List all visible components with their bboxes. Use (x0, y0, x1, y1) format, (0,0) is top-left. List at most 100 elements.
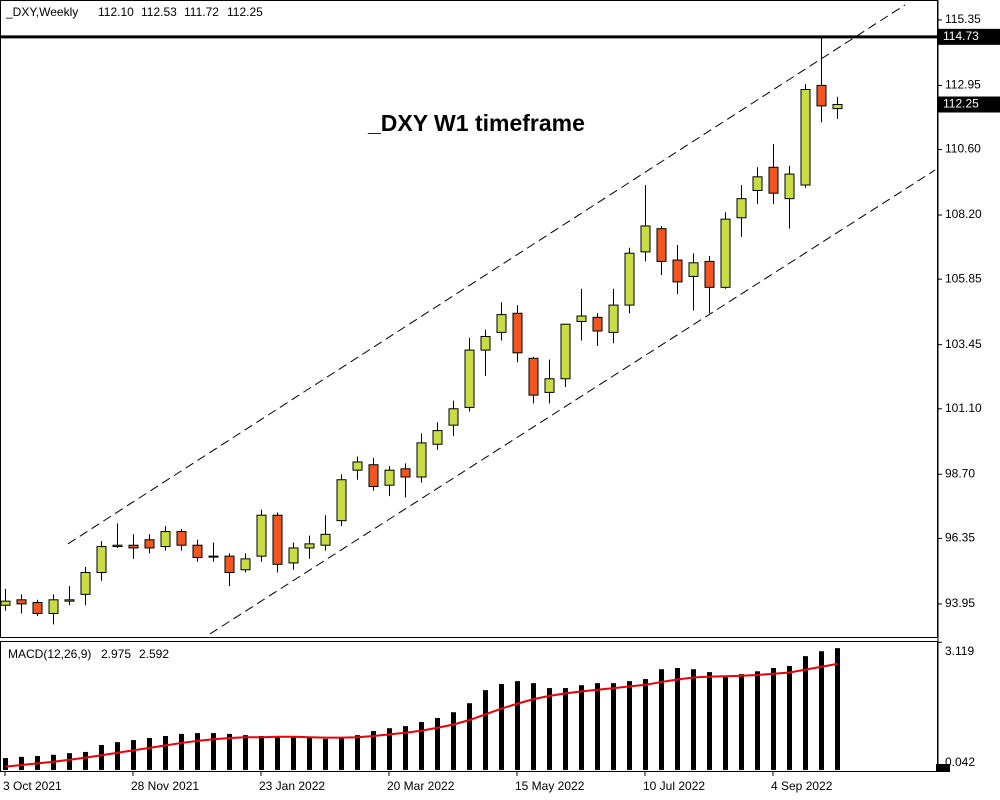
macd-bar (659, 669, 664, 770)
main-pane (0, 0, 938, 638)
y-tick-label: 98.70 (945, 466, 975, 480)
macd-bar (131, 740, 136, 770)
macd-bar (835, 648, 840, 770)
candle-body (96, 546, 107, 574)
last-price-label: 112.25 (943, 97, 979, 111)
macd-bar (499, 683, 504, 770)
candle-body (240, 558, 251, 571)
macd-bar (483, 690, 488, 770)
macd-bar (435, 717, 440, 770)
candle-body (208, 555, 219, 558)
candle-body (112, 544, 123, 548)
x-tick-label: 23 Jan 2022 (259, 779, 325, 793)
macd-bar (403, 726, 408, 770)
x-tick-label: 28 Nov 2021 (131, 779, 199, 793)
candle-body (464, 349, 475, 408)
macd-bar (819, 651, 824, 770)
macd-bar (3, 758, 8, 770)
candle-body (288, 547, 299, 564)
candle-body (144, 539, 155, 549)
y-tick-label: 3.119 (945, 644, 974, 658)
macd-bar (595, 683, 600, 770)
candle-body (752, 176, 763, 191)
macd-bar (691, 669, 696, 770)
candle-body (448, 408, 459, 426)
macd-bar (83, 751, 88, 770)
macd-bar (643, 679, 648, 770)
y-tick-label: 112.95 (945, 78, 981, 92)
ohlc-label: 112.10 (98, 5, 134, 19)
hline-price-box (938, 28, 1000, 45)
candle-body (592, 316, 603, 332)
candle-body (16, 599, 27, 605)
candle-body (784, 173, 795, 200)
macd-bar (19, 756, 24, 770)
candle-body (272, 514, 283, 565)
macd-bar (163, 735, 168, 770)
last-price-box (938, 96, 1000, 113)
candle-body (800, 89, 811, 186)
candle-body (768, 166, 779, 194)
candle-body (192, 544, 203, 558)
candle-body (608, 304, 619, 333)
macd-bar (339, 738, 344, 770)
y-tick-label: 115.35 (945, 12, 981, 26)
candle-body (560, 323, 571, 380)
candle-body (160, 531, 171, 548)
candle-body (528, 357, 539, 396)
x-tick-label: 4 Sep 2022 (771, 779, 833, 793)
candle-body (544, 378, 555, 393)
candle-body (496, 314, 507, 333)
y-tick-label: 108.20 (945, 207, 982, 221)
macd-bar (115, 742, 120, 770)
candle-body (416, 442, 427, 478)
main-plot (1, 4, 936, 635)
macd-bar (467, 703, 472, 770)
candle-body (688, 262, 699, 277)
y-tick-label: 96.35 (945, 531, 975, 545)
candle-body (672, 259, 683, 283)
macd-bar (515, 681, 520, 770)
y-tick-label: 110.60 (945, 142, 981, 156)
candle-body (336, 479, 347, 522)
x-tick-label: 20 Mar 2022 (387, 779, 455, 793)
macd-bar (739, 674, 744, 770)
macd-bar (451, 712, 456, 770)
candle-body (224, 555, 235, 574)
candle-body (816, 84, 827, 107)
candle-body (576, 315, 587, 322)
macd-bar (611, 683, 616, 770)
candle-body (384, 469, 395, 486)
candle-body (736, 198, 747, 219)
macd-bar (275, 735, 280, 770)
macd-bar (707, 672, 712, 770)
macd-bar (227, 733, 232, 770)
macd-bar (355, 735, 360, 770)
macd-bar (195, 733, 200, 770)
y-tick-label: 105.85 (945, 271, 982, 285)
y-tick-label: 101.10 (945, 401, 982, 415)
channel-line (209, 169, 936, 635)
candle-body (304, 543, 315, 549)
x-tick-label: 15 May 2022 (515, 779, 585, 793)
candle-body (80, 572, 91, 595)
macd-bar (291, 737, 296, 770)
candle-body (512, 312, 523, 354)
candle-body (832, 104, 843, 110)
macd-bar (787, 665, 792, 770)
macd-bar (307, 738, 312, 770)
candle-body (128, 544, 139, 549)
signal-value: 2.592 (139, 647, 169, 661)
macd-bar (67, 753, 72, 770)
candle-body (400, 468, 411, 478)
macd-bar (771, 668, 776, 770)
macd-bar (723, 677, 728, 770)
candle-body (64, 599, 75, 602)
candle-body (656, 228, 667, 262)
candle-body (368, 464, 379, 488)
hline-price-label: 114.73 (943, 29, 979, 43)
macd-bar (579, 685, 584, 770)
macd-bar (179, 733, 184, 770)
y-tick-label: 93.95 (945, 596, 975, 610)
